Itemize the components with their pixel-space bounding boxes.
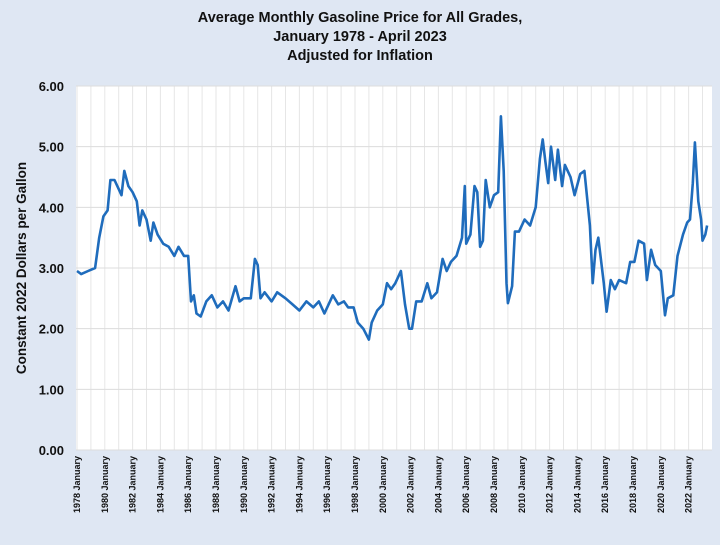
chart-title-line-2: January 1978 - April 2023: [273, 29, 447, 45]
x-tick-label: 2010 January: [517, 456, 527, 513]
x-tick-label: 1988 January: [211, 456, 221, 513]
x-tick-label: 2020 January: [656, 456, 666, 513]
chart-title-line-3: Adjusted for Inflation: [287, 48, 433, 64]
chart-title: Average Monthly Gasoline Price for All G…: [0, 9, 720, 66]
x-tick-label: 1986 January: [183, 456, 193, 513]
x-tick-label: 2018 January: [628, 456, 638, 513]
x-tick-label: 2002 January: [406, 456, 416, 513]
x-tick-label: 1998 January: [350, 456, 360, 513]
y-tick-labels: 0.00 1.00 2.00 3.00 4.00 5.00 6.00: [39, 79, 64, 458]
x-tick-label: 2016 January: [600, 456, 610, 513]
y-tick-label: 3.00: [39, 261, 64, 276]
y-tick-label: 5.00: [39, 140, 64, 155]
x-tick-label: 2022 January: [684, 456, 694, 513]
x-tick-label: 2004 January: [433, 456, 443, 513]
x-tick-label: 2012 January: [545, 456, 555, 513]
x-tick-label: 2014 January: [572, 456, 582, 513]
x-tick-label: 2006 January: [461, 456, 471, 513]
x-tick-label: 1990 January: [239, 456, 249, 513]
y-tick-label: 4.00: [39, 200, 64, 215]
x-tick-label: 1994 January: [294, 456, 304, 513]
y-tick-label: 1.00: [39, 382, 64, 397]
y-tick-label: 0.00: [39, 443, 64, 458]
x-tick-label: 1978 January: [72, 456, 82, 513]
x-tick-label: 1992 January: [267, 456, 277, 513]
x-tick-label: 2008 January: [489, 456, 499, 513]
x-tick-labels: 1978 January 1980 January 1982 January 1984…: [72, 456, 694, 513]
x-tick-label: 1982 January: [128, 456, 138, 513]
x-tick-label: 1996 January: [322, 456, 332, 513]
y-axis-label: Constant 2022 Dollars per Gallon: [14, 162, 29, 374]
y-tick-label: 6.00: [39, 79, 64, 94]
x-tick-label: 1984 January: [155, 456, 165, 513]
chart-title-line-1: Average Monthly Gasoline Price for All G…: [197, 10, 523, 26]
y-tick-label: 2.00: [39, 322, 64, 337]
x-tick-label: 2000 January: [378, 456, 388, 513]
gridlines: [76, 85, 712, 451]
series-line: [76, 115, 709, 341]
x-tick-label: 1980 January: [100, 456, 110, 513]
